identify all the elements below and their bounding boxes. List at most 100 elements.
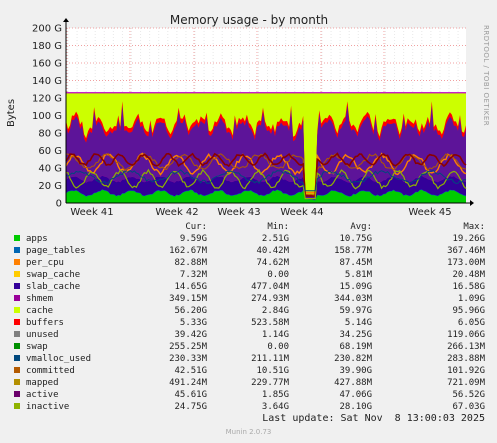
- legend-name: unused: [26, 330, 59, 340]
- legend-max: 56.52G: [452, 390, 485, 400]
- legend-min: 2.51G: [261, 234, 289, 244]
- legend-name: mapped: [26, 378, 59, 388]
- header-min: Min:: [267, 222, 289, 232]
- y-tick-label: 160 G: [32, 59, 62, 70]
- legend-row-vmalloc-used: vmalloc_used 230.33M 211.11M 230.82M 283.88M: [0, 353, 497, 365]
- legend-max: 6.05G: [457, 318, 485, 328]
- legend-avg: 59.97G: [339, 306, 372, 316]
- legend-avg: 87.45M: [339, 258, 372, 268]
- legend-min: 523.58M: [251, 318, 289, 328]
- legend-avg: 39.90G: [339, 366, 372, 376]
- legend-cur: 14.65G: [174, 282, 207, 292]
- axis-ticks: 0 20 G 40 G 60 G 80 G 100 G 120 G 140 G 160 G 180…: [32, 24, 452, 219]
- legend-swatch: [14, 235, 20, 241]
- header-max: Max:: [463, 222, 485, 232]
- legend-min: 477.04M: [251, 282, 289, 292]
- legend-avg: 5.14G: [344, 318, 372, 328]
- legend-min: 1.85G: [261, 390, 289, 400]
- legend-row-per-cpu: per_cpu 82.88M 74.62M 87.45M 173.00M: [0, 257, 497, 269]
- legend-min: 2.84G: [261, 306, 289, 316]
- memory-chart: Memory usage - by month Bytes RRDTOOL / …: [6, 13, 490, 219]
- area-layer: [66, 189, 466, 203]
- legend-max: 1.09G: [457, 294, 485, 304]
- legend-cur: 491.24M: [169, 378, 207, 388]
- legend-cur: 42.51G: [174, 366, 207, 376]
- legend-swatch: [14, 307, 20, 313]
- cache-layer: [66, 105, 466, 199]
- y-tick-label: 180 G: [32, 41, 62, 52]
- legend-name: slab_cache: [26, 282, 81, 292]
- legend-cur: 45.61G: [174, 390, 207, 400]
- y-tick-label: 40 G: [38, 164, 62, 175]
- legend-cur: 24.75G: [174, 402, 207, 412]
- legend-cur: 7.32M: [179, 270, 207, 280]
- legend-cur: 82.88M: [174, 258, 207, 268]
- legend-swatch: [14, 331, 20, 337]
- legend-row-slab-cache: slab_cache 14.65G 477.04M 15.09G 16.58G: [0, 281, 497, 293]
- legend-swatch: [14, 367, 20, 373]
- legend-cur: 39.42G: [174, 330, 207, 340]
- legend-cur: 349.15M: [169, 294, 207, 304]
- legend-header: Cur: Min: Avg: Max:: [0, 221, 497, 233]
- vmalloc-line: [65, 169, 467, 192]
- data-areas: [66, 92, 466, 203]
- x-tick-label: Week 41: [70, 207, 113, 218]
- legend-cur: 5.33G: [179, 318, 207, 328]
- legend-swatch: [14, 283, 20, 289]
- x-tick-label: Week 45: [408, 207, 451, 218]
- legend-max: 20.48M: [452, 270, 485, 280]
- legend-avg: 10.75G: [339, 234, 372, 244]
- y-tick-label: 20 G: [38, 181, 62, 192]
- x-axis-arrow: [470, 200, 474, 206]
- legend-swatch: [14, 259, 20, 265]
- legend-min: 74.62M: [256, 258, 289, 268]
- legend-swatch: [14, 391, 20, 397]
- legend-cur: 255.25M: [169, 342, 207, 352]
- legend-row-buffers: buffers 5.33G 523.58M 5.14G 6.05G: [0, 317, 497, 329]
- legend-row-swap-cache: swap_cache 7.32M 0.00 5.81M 20.48M: [0, 269, 497, 281]
- legend-name: cache: [26, 306, 54, 316]
- legend-avg: 68.19M: [339, 342, 372, 352]
- legend-swatch: [14, 319, 20, 325]
- y-axis-arrow: [63, 18, 69, 22]
- legend-max: 721.09M: [447, 378, 485, 388]
- legend-name: swap_cache: [26, 270, 81, 280]
- legend-row-shmem: shmem 349.15M 274.93M 344.03M 1.09G: [0, 293, 497, 305]
- legend-swatch: [14, 343, 20, 349]
- legend-swatch: [14, 355, 20, 361]
- y-tick-label: 120 G: [32, 94, 62, 105]
- legend-avg: 34.25G: [339, 330, 372, 340]
- legend-row-cache: cache 56.20G 2.84G 59.97G 95.96G: [0, 305, 497, 317]
- header-avg: Avg:: [350, 222, 372, 232]
- legend-min: 0.00: [267, 270, 289, 280]
- legend-name: inactive: [26, 402, 70, 412]
- legend-name: active: [26, 390, 59, 400]
- legend-swatch: [14, 403, 20, 409]
- legend-name: swap: [26, 342, 48, 352]
- legend-row-page-tables: page_tables 162.67M 40.42M 158.77M 367.46M: [0, 245, 497, 257]
- legend-name: shmem: [26, 294, 54, 304]
- legend-min: 211.11M: [251, 354, 289, 364]
- legend-min: 40.42M: [256, 246, 289, 256]
- x-tick-label: Week 44: [280, 207, 323, 218]
- legend-avg: 344.03M: [334, 294, 372, 304]
- legend-name: vmalloc_used: [26, 354, 92, 364]
- y-tick-label: 60 G: [38, 146, 62, 157]
- legend-max: 67.03G: [452, 402, 485, 412]
- x-tick-label: Week 43: [217, 207, 260, 218]
- legend-row-apps: apps 9.59G 2.51G 10.75G 19.26G: [0, 233, 497, 245]
- legend-row-mapped: mapped 491.24M 229.77M 427.88M 721.09M: [0, 377, 497, 389]
- legend-avg: 15.09G: [339, 282, 372, 292]
- legend-row-swap: swap 255.25M 0.00 68.19M 266.13M: [0, 341, 497, 353]
- y-tick-label: 200 G: [32, 24, 62, 35]
- y-tick-label: 0: [56, 199, 62, 210]
- legend-min: 3.64G: [261, 402, 289, 412]
- legend-min: 1.14G: [261, 330, 289, 340]
- x-tick-label: Week 42: [155, 207, 198, 218]
- legend-avg: 230.82M: [334, 354, 372, 364]
- y-tick-label: 140 G: [32, 76, 62, 87]
- inactive-line: [65, 168, 467, 200]
- legend-min: 274.93M: [251, 294, 289, 304]
- rrdtool-credit: RRDTOOL / TOBI OETIKER: [482, 25, 490, 126]
- legend-name: per_cpu: [26, 258, 64, 268]
